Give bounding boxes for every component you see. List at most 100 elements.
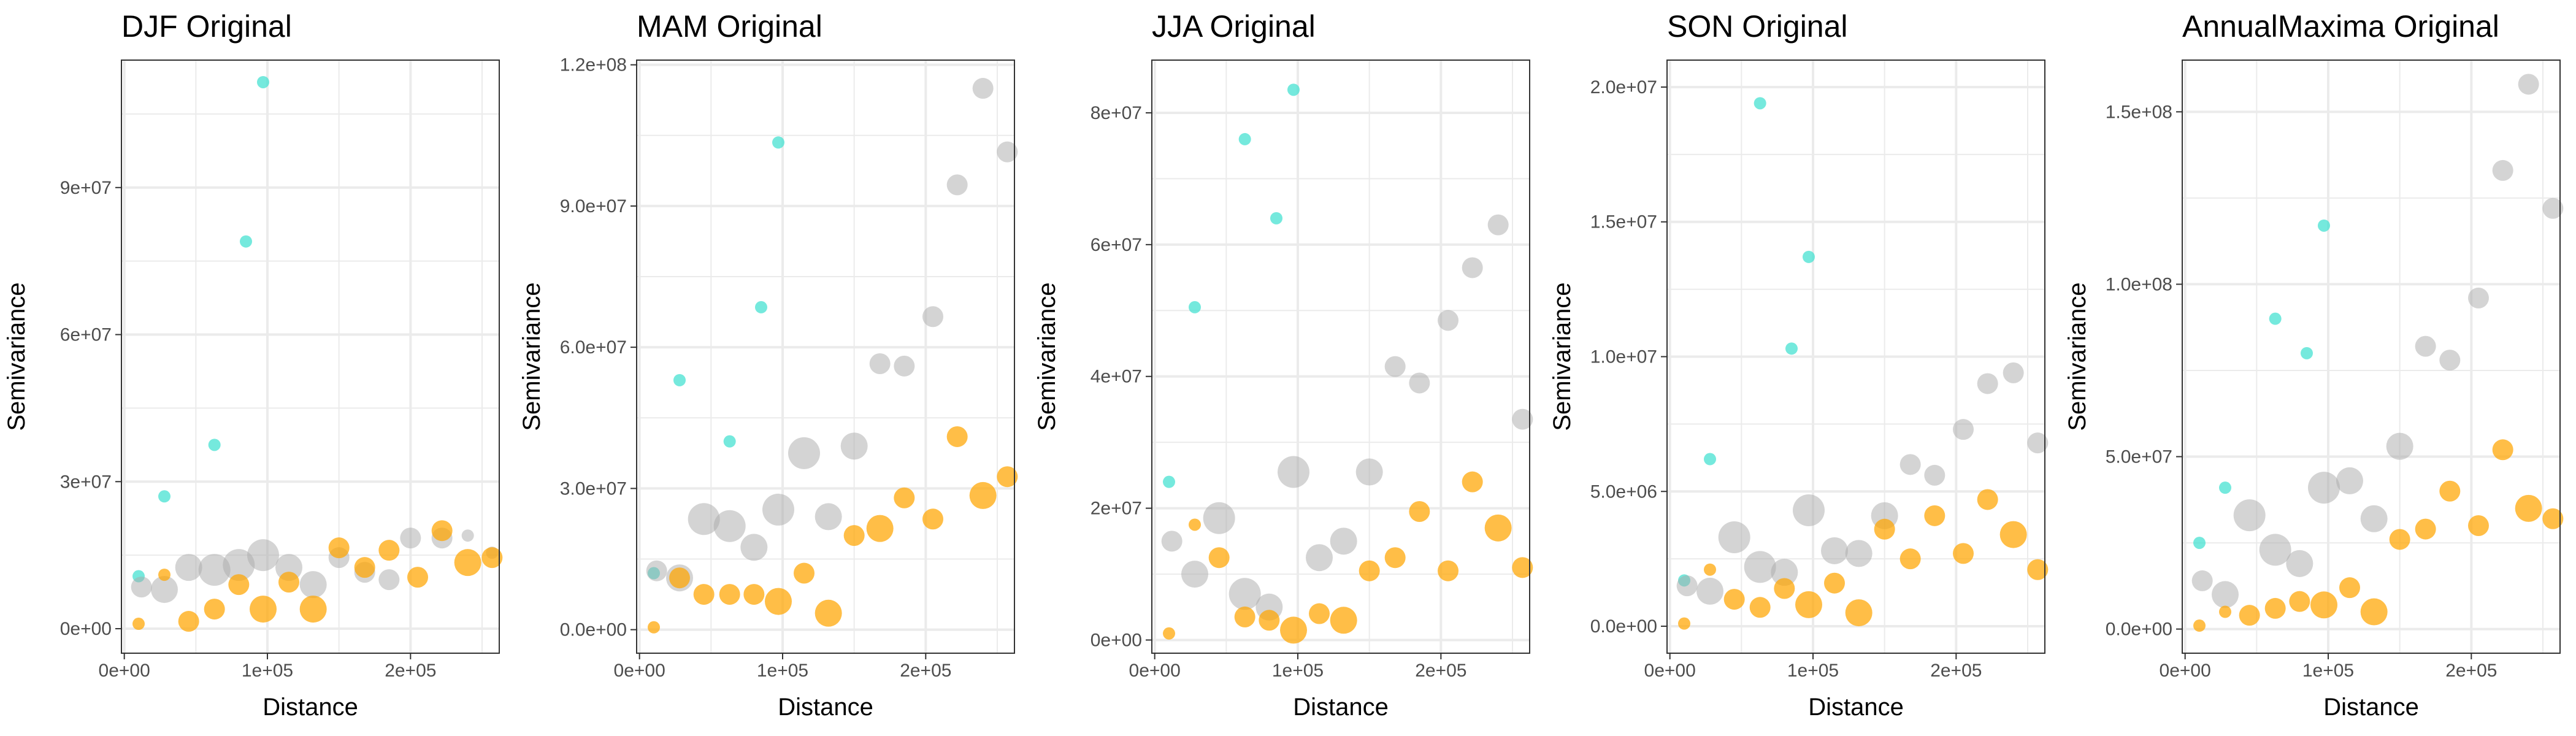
data-point [673, 374, 686, 386]
data-point [2239, 605, 2260, 626]
data-point [1977, 489, 1998, 510]
data-point [2492, 159, 2513, 181]
data-point [1874, 518, 1895, 540]
data-point [1696, 577, 1723, 605]
y-tick-label: 5.0e+06 [1590, 481, 1657, 502]
data-point [240, 235, 252, 248]
data-point [1512, 557, 1533, 578]
data-point [1287, 83, 1300, 96]
data-point [1803, 250, 1815, 263]
data-point [1306, 544, 1333, 572]
data-point [1749, 597, 1771, 618]
x-tick-label: 1e+05 [242, 661, 293, 681]
data-point [299, 571, 327, 599]
data-point [997, 466, 1018, 488]
data-point [922, 306, 943, 328]
data-point [2386, 432, 2413, 460]
chart-title: JJA Original [1152, 9, 1316, 44]
data-point [1234, 606, 1255, 627]
data-point [2286, 550, 2313, 577]
chart-title: SON Original [1667, 9, 1848, 44]
data-point [1270, 212, 1282, 224]
series-cyan [2193, 219, 2330, 550]
data-point [755, 301, 767, 313]
data-point [1953, 543, 1974, 564]
y-tick-label: 9e+07 [60, 178, 112, 198]
data-point [1409, 372, 1430, 394]
data-point [407, 567, 428, 588]
data-point [198, 554, 231, 586]
data-point [2193, 537, 2206, 550]
gridlines [637, 60, 1014, 653]
data-point [431, 520, 453, 542]
y-tick-label: 2.0e+07 [1590, 77, 1657, 98]
data-point [1189, 301, 1201, 313]
data-point [894, 487, 915, 508]
data-point [1771, 559, 1798, 586]
data-point [223, 549, 255, 581]
chart-title: DJF Original [121, 9, 292, 44]
data-point [1977, 373, 1998, 394]
data-point [1785, 342, 1798, 355]
data-point [1824, 572, 1845, 594]
data-point [946, 174, 968, 196]
series-cyan [1163, 83, 1300, 488]
data-point [250, 596, 277, 623]
data-point [2318, 219, 2330, 232]
data-point [2193, 619, 2206, 632]
data-point [1678, 617, 1690, 630]
data-point [1278, 456, 1309, 488]
data-point [175, 554, 202, 581]
x-tick-label: 1e+05 [1272, 661, 1324, 681]
x-axis-label: Distance [1293, 694, 1389, 721]
chart-panel-2: 0e+00 1e+05 2e+05 0.0e+00 3.0e+07 6.0e+07 9.0e… [518, 9, 1018, 721]
x-tick-label: 0e+00 [614, 661, 665, 681]
y-tick-label: 6e+07 [60, 325, 112, 345]
data-point [1181, 561, 1208, 588]
data-point [713, 510, 746, 542]
data-point [1899, 454, 1921, 475]
y-axis-label: Semivariance [518, 282, 545, 431]
x-tick-label: 1e+05 [1787, 661, 1839, 681]
x-tick-label: 2e+05 [1415, 661, 1466, 681]
chart-panel-3: 0e+00 1e+05 2e+05 0e+00 2e+07 4e+07 6e+07 8e+07… [1033, 9, 1533, 721]
y-tick-label: 1.5e+08 [2106, 102, 2172, 122]
data-point [1359, 560, 1380, 581]
data-point [1845, 599, 1873, 627]
data-point [794, 562, 815, 584]
data-point [2212, 581, 2239, 608]
data-point [1754, 97, 1766, 110]
data-point [481, 547, 503, 569]
y-tick-label: 0.0e+00 [2106, 619, 2172, 640]
data-point [740, 534, 768, 561]
y-tick-label: 8e+07 [1091, 103, 1142, 123]
data-point [131, 577, 152, 598]
data-point [1512, 408, 1533, 430]
data-point [1462, 257, 1483, 278]
data-point [894, 355, 915, 377]
data-point [1330, 527, 1357, 555]
series-orange [1163, 471, 1533, 644]
data-point [719, 584, 740, 605]
data-point [1774, 578, 1795, 599]
series-orange [1678, 489, 2049, 630]
data-point [1355, 458, 1383, 486]
data-point [1723, 589, 1745, 610]
data-point [922, 508, 943, 530]
y-tick-label: 2e+07 [1091, 499, 1142, 519]
x-tick-label: 2e+05 [2445, 661, 2497, 681]
data-point [1208, 547, 1230, 569]
data-point [2468, 287, 2489, 309]
plot-background [2182, 60, 2560, 653]
data-point [1953, 419, 1974, 440]
panel-border [121, 59, 500, 654]
data-point [815, 503, 842, 531]
data-point [2289, 591, 2310, 612]
data-point [669, 567, 690, 589]
plot-background [121, 60, 499, 653]
data-point [178, 611, 199, 632]
data-point [1409, 500, 1430, 522]
data-point [2269, 312, 2282, 325]
data-point [247, 539, 279, 572]
data-point [840, 432, 868, 460]
